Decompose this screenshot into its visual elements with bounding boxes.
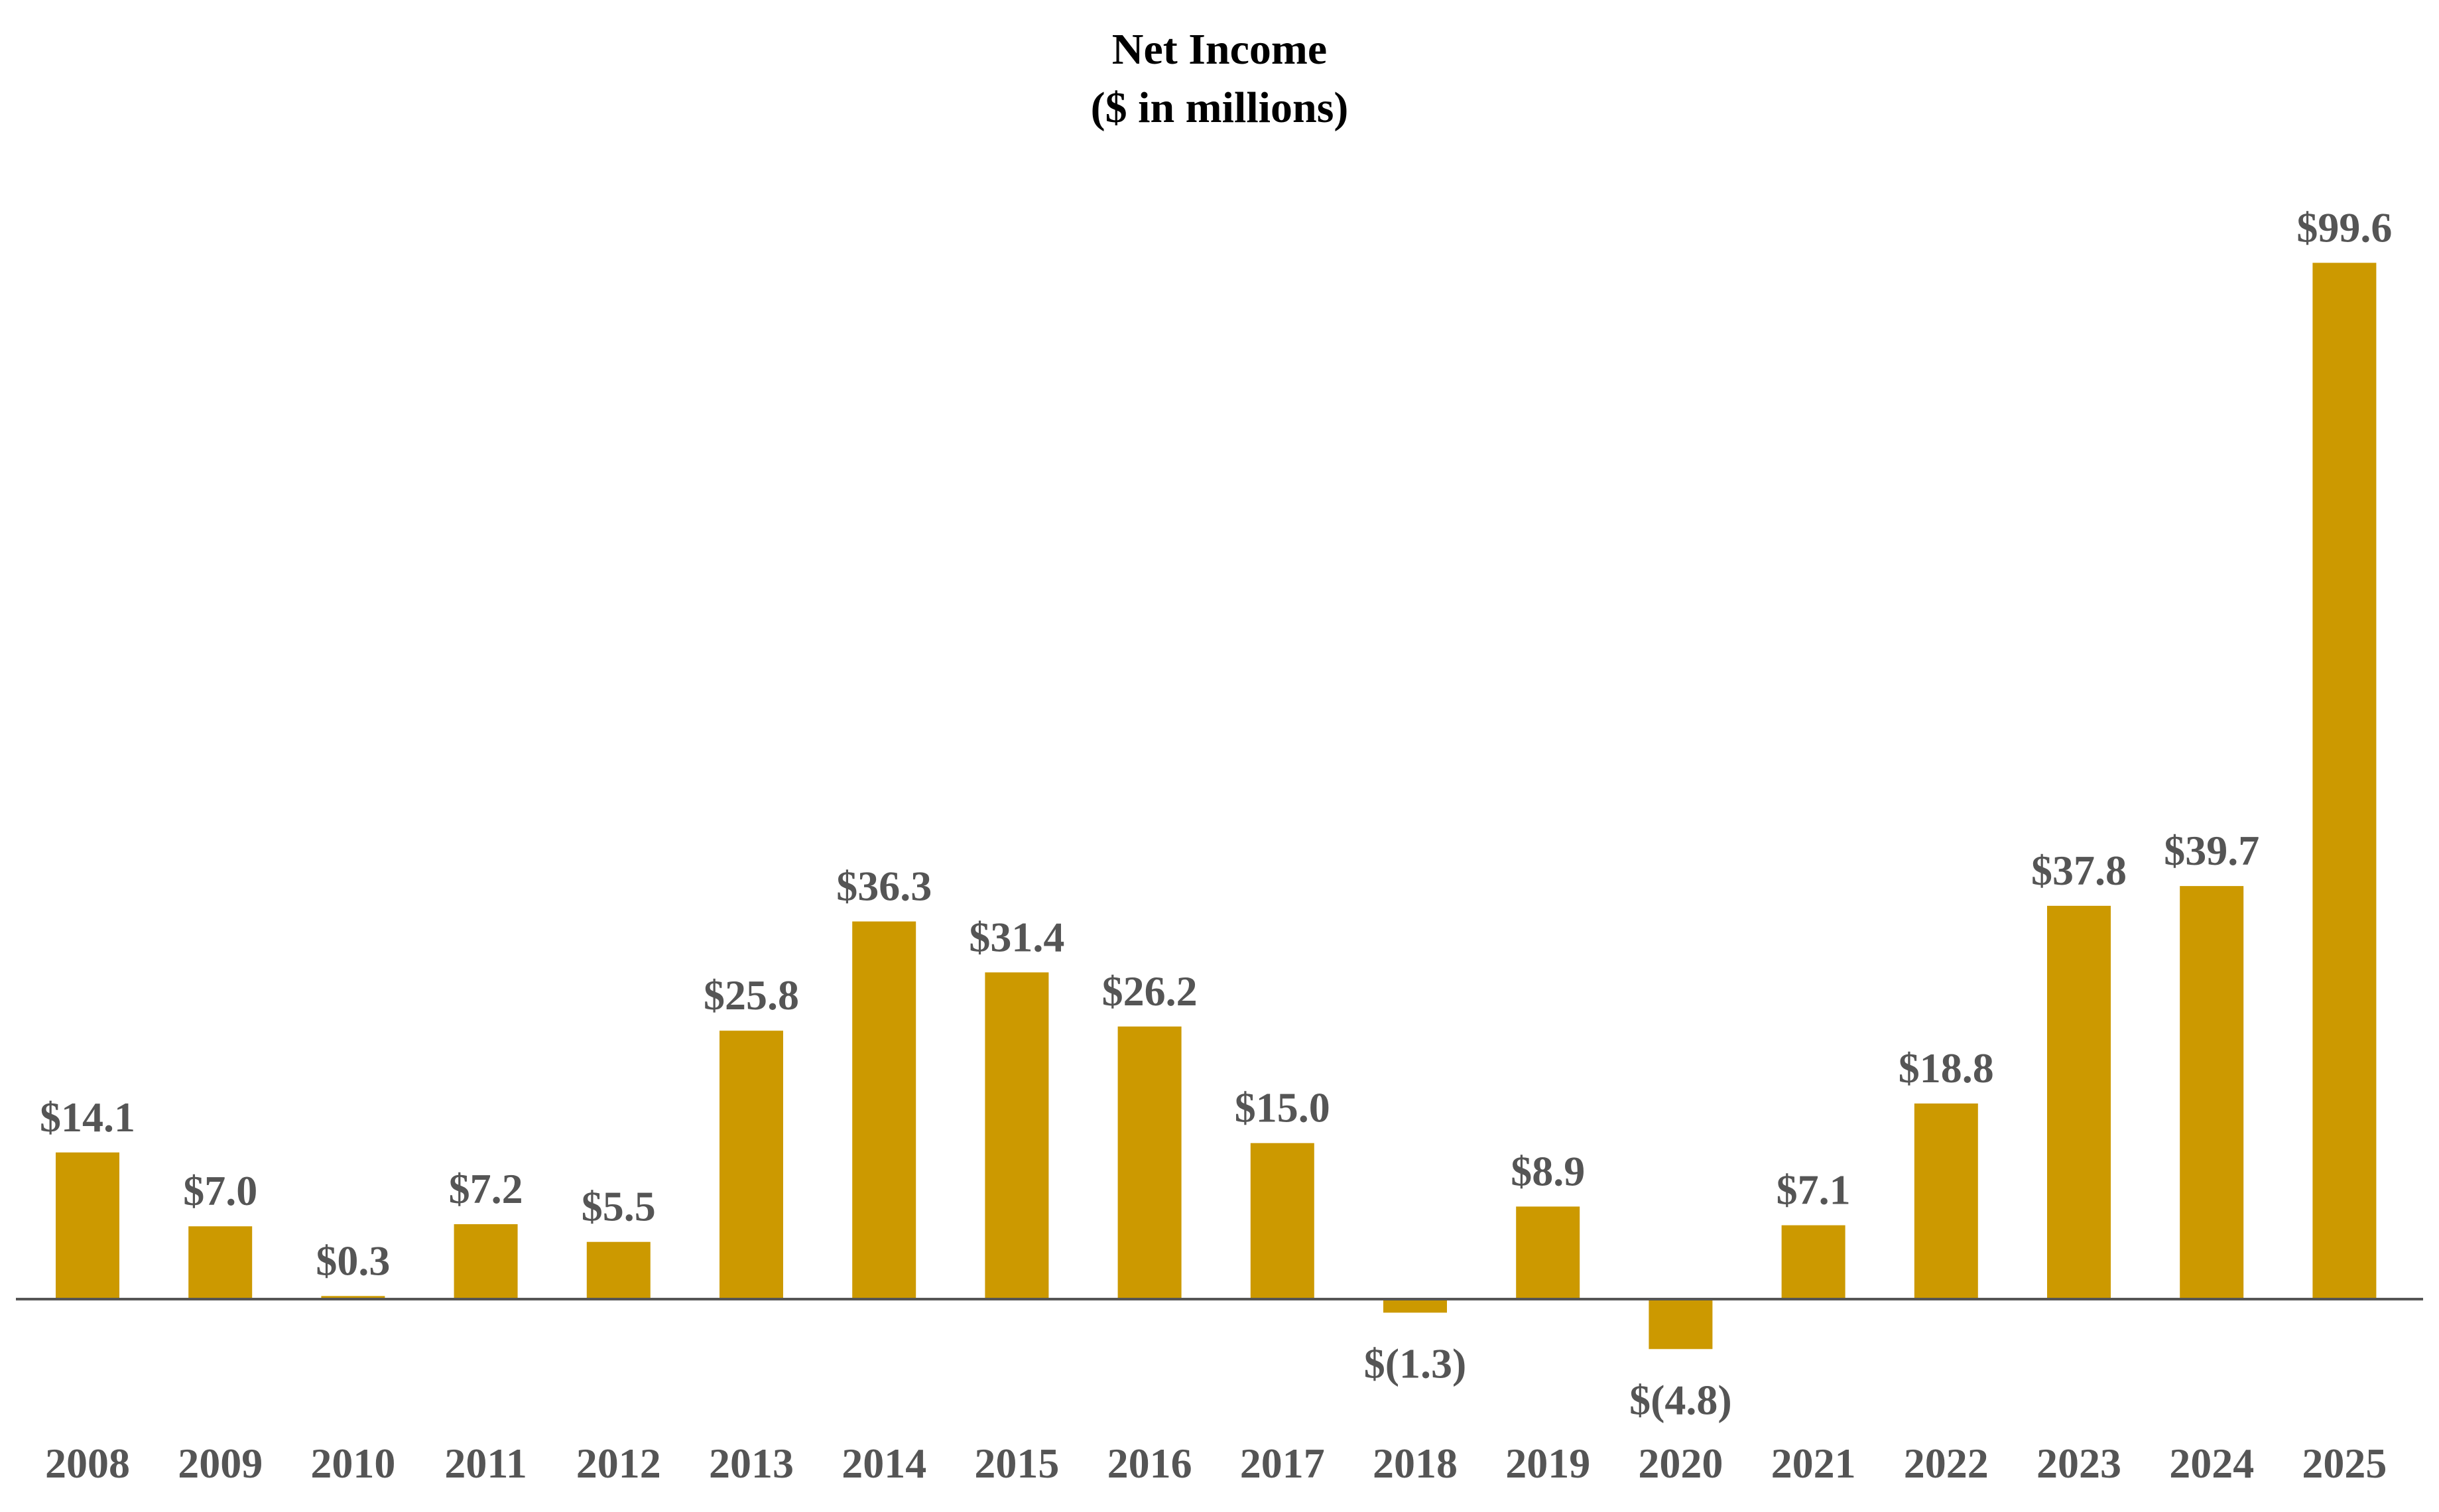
data-label-2019: $8.9 [1511,1147,1585,1194]
data-label-2017: $15.0 [1235,1084,1330,1131]
data-label-2016: $26.2 [1102,968,1198,1015]
data-label-2025: $99.6 [2296,204,2392,251]
bar-2008 [56,1152,119,1299]
bar-2016 [1117,1026,1182,1299]
bar-2018 [1383,1299,1447,1313]
bar-2014 [852,921,916,1299]
bar-2019 [1516,1206,1580,1299]
x-tick-label-2020: 2020 [1638,1440,1723,1487]
data-label-2023: $37.8 [2031,847,2127,894]
bar-2011 [454,1224,518,1299]
data-label-2012: $5.5 [582,1183,656,1230]
bars-layer [56,263,2377,1350]
chart-title: Net Income [1112,25,1327,74]
bar-2017 [1250,1143,1314,1299]
bar-2020 [1649,1299,1713,1350]
x-tick-label-2015: 2015 [974,1440,1059,1487]
bar-2009 [188,1226,253,1299]
data-label-2008: $14.1 [40,1094,135,1141]
bar-2025 [2312,263,2377,1299]
data-label-2010: $0.3 [316,1237,390,1284]
data-label-2009: $7.0 [183,1167,257,1214]
x-tick-label-2009: 2009 [178,1440,263,1487]
data-label-2024: $39.7 [2164,827,2259,874]
x-tick-label-2012: 2012 [576,1440,661,1487]
x-tick-label-2011: 2011 [444,1440,527,1487]
data-label-2011: $7.2 [449,1165,523,1212]
bar-2012 [586,1241,651,1299]
data-label-2021: $7.1 [1777,1166,1851,1214]
x-tick-label-2021: 2021 [1771,1440,1856,1487]
data-label-2014: $36.3 [836,863,932,910]
x-tick-label-2017: 2017 [1240,1440,1325,1487]
chart-subtitle: ($ in millions) [1091,84,1349,132]
x-tick-label-2024: 2024 [2169,1440,2254,1487]
data-labels-layer: $14.1 $7.0 $0.3 $7.2 $5.5 $25.8 $36.3 $31.4 $26.… [40,204,2392,1423]
bar-2013 [719,1031,783,1299]
x-tick-label-2018: 2018 [1373,1440,1458,1487]
bar-2023 [2047,905,2111,1299]
x-tick-label-2025: 2025 [2302,1440,2387,1487]
x-tick-label-2019: 2019 [1505,1440,1590,1487]
data-label-2015: $31.4 [969,913,1064,960]
x-tick-labels-layer: 2008 2009 2010 2011 2012 2013 2014 2015 2016 2017… [45,1440,2387,1487]
x-tick-label-2008: 2008 [45,1440,130,1487]
x-tick-label-2023: 2023 [2036,1440,2121,1487]
bar-2010 [321,1296,385,1299]
x-tick-label-2010: 2010 [310,1440,395,1487]
data-label-2018: $(1.3) [1364,1340,1467,1387]
x-tick-label-2022: 2022 [1904,1440,1989,1487]
bar-2021 [1781,1225,1845,1299]
bar-2024 [2180,886,2244,1299]
x-tick-label-2013: 2013 [709,1440,794,1487]
x-tick-label-2016: 2016 [1107,1440,1192,1487]
data-label-2013: $25.8 [704,972,799,1019]
bar-2022 [1914,1103,1978,1299]
x-tick-label-2014: 2014 [842,1440,926,1487]
bar-2015 [985,972,1049,1299]
data-label-2020: $(4.8) [1629,1376,1732,1423]
data-label-2022: $18.8 [1899,1044,1994,1092]
